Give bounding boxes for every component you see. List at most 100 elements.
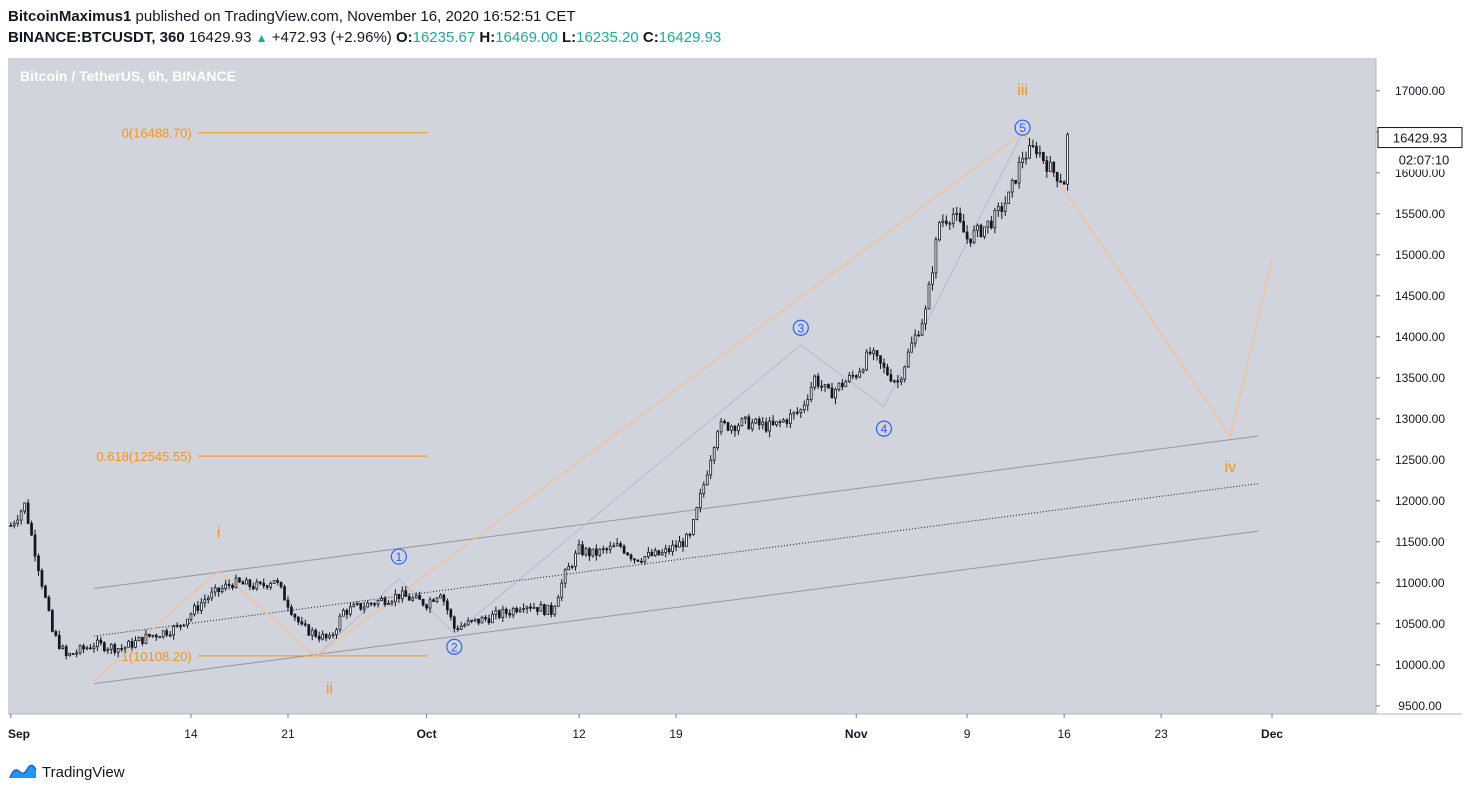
candle [993, 207, 997, 234]
candle [806, 394, 810, 412]
candle [941, 214, 945, 228]
candle [373, 602, 376, 608]
candle [868, 347, 872, 356]
candle [1024, 151, 1028, 165]
candle [203, 594, 207, 608]
y-tick-label: 12500.00 [1395, 453, 1445, 467]
price-axis[interactable]: 9500.00 10000.00 10500.00 11000.00 11500.00 1… [1376, 84, 1463, 713]
candle [435, 597, 439, 604]
candle [605, 547, 609, 554]
candle [307, 623, 311, 636]
candle [227, 579, 231, 590]
x-tick-label: 14 [184, 727, 198, 741]
candle [951, 207, 955, 228]
y-tick-label: 14000.00 [1395, 330, 1445, 344]
svg-text:1: 1 [396, 550, 403, 564]
candle [681, 537, 685, 552]
candle [962, 214, 966, 233]
candle [917, 330, 920, 337]
candle [1062, 180, 1066, 185]
candle [470, 619, 473, 624]
last-price: 16429.93 [188, 29, 252, 46]
candle [64, 644, 68, 660]
candle [671, 540, 674, 556]
candle [920, 318, 924, 336]
candle [851, 370, 855, 380]
candle [269, 581, 273, 591]
author-name[interactable]: BitcoinMaximus1 [8, 8, 132, 25]
tradingview-logo-icon [9, 764, 37, 779]
candle [740, 417, 744, 427]
low-label: L: [561, 29, 577, 46]
candle [986, 220, 990, 234]
open-label: O: [395, 29, 413, 46]
candle [629, 553, 633, 562]
candle [622, 544, 626, 555]
candle [744, 416, 747, 424]
candle [969, 238, 972, 248]
candle [248, 578, 252, 591]
candle [238, 577, 241, 583]
brand-name[interactable]: TradingView [42, 763, 125, 781]
candle [78, 644, 82, 656]
candle [310, 627, 314, 641]
candle [262, 578, 266, 589]
candle [352, 602, 356, 608]
candle [179, 625, 182, 631]
candle [1010, 178, 1014, 198]
candle [816, 372, 820, 389]
candle [120, 644, 124, 652]
time-axis[interactable]: Sep 14 21 Oct 12 19 Nov 9 16 23 Dec [8, 714, 1283, 741]
candle [1003, 196, 1007, 216]
candle [1042, 151, 1045, 164]
candle [549, 602, 553, 618]
candle [1045, 155, 1049, 178]
minor-wave-label: 4 [875, 420, 893, 437]
svg-text:2: 2 [451, 640, 458, 654]
y-tick-label: 10000.00 [1395, 658, 1445, 672]
candle [480, 615, 484, 624]
candle [96, 635, 99, 651]
candle [795, 407, 799, 416]
major-wave-label: iv [1225, 459, 1237, 476]
y-tick-label: 10500.00 [1395, 617, 1445, 631]
candle [931, 266, 934, 291]
candle [286, 596, 290, 612]
candle [799, 408, 803, 418]
y-tick-label: 17000.00 [1395, 84, 1445, 98]
candle [761, 417, 765, 430]
fib-level-label: 0(16488.70) [122, 126, 192, 141]
x-tick-label: Nov [845, 727, 868, 741]
candle [660, 548, 664, 556]
candle [137, 636, 141, 642]
symbol-label: BINANCE:BTCUSDT, 360 [8, 29, 185, 46]
major-wave-label: iii [1017, 82, 1028, 99]
candle [764, 417, 768, 433]
candle [217, 587, 221, 597]
candle [497, 609, 501, 620]
candle [979, 223, 983, 238]
candle [134, 636, 137, 649]
candle [511, 606, 515, 619]
candle [996, 202, 1000, 218]
ohlc-line: BINANCE:BTCUSDT, 360 16429.93 ▲ +472.93 … [8, 27, 721, 49]
candle [220, 584, 224, 594]
fib-level-label: 1(10108.20) [122, 649, 192, 664]
candle [983, 226, 986, 240]
candle [494, 606, 498, 620]
candle [688, 532, 692, 539]
candle [40, 568, 44, 590]
price-chart[interactable]: 0(16488.70)0.618(12545.55)1(10108.20) ii… [0, 0, 1470, 760]
candle [300, 616, 304, 626]
minor-wave-label: 1 [390, 548, 407, 565]
candle [466, 617, 470, 626]
candle [785, 418, 789, 428]
candle [667, 545, 671, 555]
candle [75, 649, 78, 658]
minor-wave-label: 5 [1014, 119, 1031, 136]
candle [428, 597, 432, 613]
candle [89, 644, 92, 650]
candle [411, 595, 415, 602]
candle [37, 553, 40, 576]
candle [771, 415, 775, 426]
